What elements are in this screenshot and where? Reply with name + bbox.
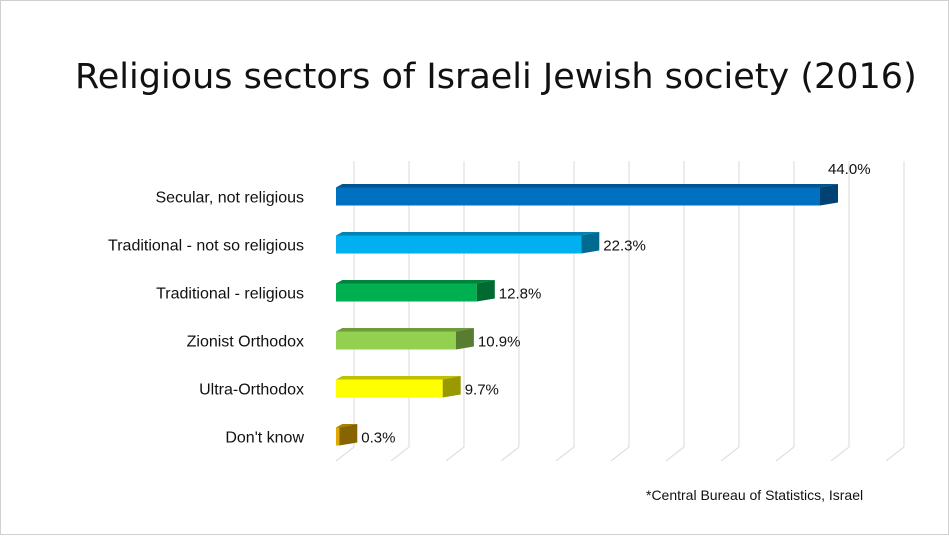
gridline-floor bbox=[445, 446, 465, 462]
gridline-floor bbox=[775, 446, 795, 462]
data-label: 44.0% bbox=[828, 161, 871, 178]
bar-top bbox=[336, 280, 495, 284]
data-label: 0.3% bbox=[361, 430, 395, 447]
gridline-floor bbox=[720, 446, 740, 462]
bar-side bbox=[581, 232, 600, 254]
category-label: Ultra-Orthodox bbox=[199, 382, 304, 399]
category-label: Don't know bbox=[225, 430, 304, 447]
bar-side bbox=[476, 280, 495, 302]
bar bbox=[336, 283, 477, 302]
bar bbox=[336, 187, 820, 206]
bar-side bbox=[339, 424, 358, 446]
gridline-floor bbox=[500, 446, 520, 462]
bar bbox=[336, 235, 582, 254]
bar-top bbox=[336, 328, 474, 332]
category-label: Zionist Orthodox bbox=[187, 334, 304, 351]
bar bbox=[336, 331, 456, 350]
bar-side bbox=[455, 328, 474, 350]
source-footnote: *Central Bureau of Statistics, Israel bbox=[646, 487, 864, 503]
data-label: 10.9% bbox=[478, 334, 521, 351]
gridline-floor bbox=[665, 446, 685, 462]
bar-top bbox=[336, 232, 600, 236]
gridline-floor bbox=[610, 446, 630, 462]
data-label: 12.8% bbox=[499, 286, 542, 303]
category-label: Secular, not religious bbox=[155, 190, 304, 207]
data-label: 9.7% bbox=[465, 382, 499, 399]
gridline-floor bbox=[335, 446, 355, 462]
gridline-floor bbox=[830, 446, 850, 462]
bar-top bbox=[336, 376, 461, 380]
gridline-floor bbox=[555, 446, 575, 462]
data-label: 22.3% bbox=[603, 238, 646, 255]
bar-top bbox=[336, 424, 358, 428]
bar bbox=[336, 427, 340, 446]
category-label: Traditional - religious bbox=[156, 286, 304, 303]
chart-title: Religious sectors of Israeli Jewish soci… bbox=[75, 57, 917, 97]
category-label: Traditional - not so religious bbox=[108, 238, 304, 255]
bar-side bbox=[820, 184, 838, 206]
bar-side bbox=[442, 376, 461, 398]
gridline-floor bbox=[390, 446, 410, 462]
bar bbox=[336, 379, 443, 398]
bar-top bbox=[336, 184, 838, 188]
gridline-floor bbox=[885, 446, 905, 462]
